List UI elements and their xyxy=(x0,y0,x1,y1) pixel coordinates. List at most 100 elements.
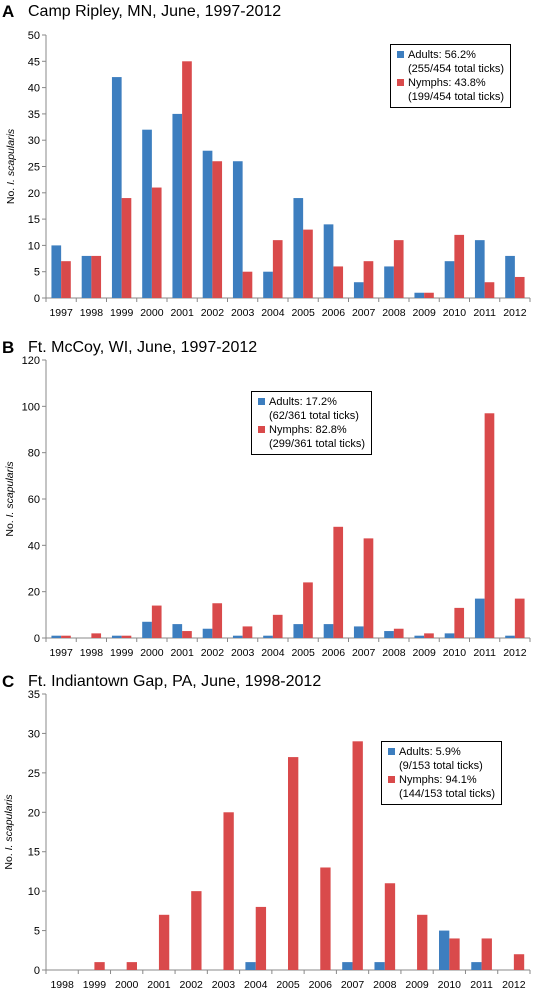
x-tick-label: 1997 xyxy=(49,307,73,319)
bar-adults xyxy=(51,245,62,298)
x-tick-label: 2009 xyxy=(405,979,429,991)
bar-adults xyxy=(263,271,273,298)
bar-nymphs xyxy=(242,271,253,298)
x-tick-label: 2005 xyxy=(291,647,315,659)
y-axis-label: No. I. scapularis xyxy=(4,461,16,537)
x-tick-label: 2001 xyxy=(170,307,194,319)
panel-b: B Ft. McCoy, WI, June, 1997-2012 0 20 40 60… xyxy=(0,330,539,662)
x-tick-label: 2006 xyxy=(322,647,346,659)
x-tick-label: 1999 xyxy=(83,979,107,991)
x-tick-label: 2011 xyxy=(473,647,496,659)
y-axis-label-prefix: No. xyxy=(3,850,15,869)
x-tick-label: 2004 xyxy=(261,647,285,659)
bar-nymphs xyxy=(393,240,404,298)
bar-nymphs xyxy=(121,635,132,638)
x-tick-label: 2006 xyxy=(309,979,333,991)
x-tick-label: 2004 xyxy=(244,979,268,991)
x-tick-label: 2012 xyxy=(502,979,526,991)
bar-nymphs xyxy=(424,292,434,298)
bar-adults xyxy=(172,113,183,299)
panel-letter: A xyxy=(2,2,15,21)
bar-adults xyxy=(342,962,353,970)
bar-nymphs xyxy=(61,261,71,298)
x-tick-label: 2010 xyxy=(443,307,467,319)
bar-adults xyxy=(202,628,213,638)
y-tick-label: 20 xyxy=(28,587,40,599)
y-tick-label: 60 xyxy=(28,494,40,506)
bar-nymphs xyxy=(484,282,495,298)
y-tick-label: 15 xyxy=(28,847,40,859)
legend-entry-nymphs: Nymphs: 43.8% (199/454 total ticks) xyxy=(397,76,504,104)
bar-nymphs xyxy=(514,598,525,638)
bar-adults xyxy=(474,240,485,298)
bar-adults xyxy=(353,282,364,298)
x-tick-label: 2009 xyxy=(412,307,436,319)
bar-adults xyxy=(414,292,425,298)
legend-entry-adults: Adults: 5.9% (9/153 total ticks) xyxy=(388,745,495,773)
y-tick-label: 10 xyxy=(28,240,40,252)
panel-letter: C xyxy=(2,672,15,691)
y-tick-label: 30 xyxy=(28,728,40,740)
bar-nymphs xyxy=(454,234,465,298)
legend: Adults: 17.2% (62/361 total ticks) Nymph… xyxy=(251,391,372,455)
bar-nymphs xyxy=(272,614,283,638)
x-tick-label: 2008 xyxy=(382,647,406,659)
bar-adults xyxy=(111,635,122,638)
bar-nymphs xyxy=(126,962,137,970)
bar-nymphs xyxy=(191,891,202,970)
bar-nymphs xyxy=(61,635,71,638)
legend-entry-adults: Adults: 17.2% (62/361 total ticks) xyxy=(258,395,365,423)
x-tick-label: 2009 xyxy=(412,647,436,659)
bar-nymphs xyxy=(272,240,283,298)
bar-adults xyxy=(505,255,515,298)
x-tick-label: 2007 xyxy=(352,647,376,659)
bar-adults xyxy=(353,626,364,638)
y-axis-label: No. I. scapularis xyxy=(5,128,17,204)
panel-c: C Ft. Indiantown Gap, PA, June, 1998-201… xyxy=(0,662,539,992)
y-tick-label: 120 xyxy=(22,355,40,367)
x-tick-label: 1998 xyxy=(80,647,104,659)
bar-nymphs xyxy=(484,413,495,638)
bar-nymphs xyxy=(242,626,253,638)
y-tick-label: 5 xyxy=(34,926,40,938)
y-tick-label: 20 xyxy=(28,188,40,200)
y-tick-label: 25 xyxy=(28,768,40,780)
legend-swatch-adults xyxy=(388,748,395,755)
y-tick-label: 50 xyxy=(28,30,40,42)
bar-adults xyxy=(172,624,183,638)
y-axis-label-species: I. scapularis xyxy=(3,794,15,851)
bar-nymphs xyxy=(513,954,525,970)
y-tick-label: 40 xyxy=(28,540,40,552)
y-tick-label: 80 xyxy=(28,448,40,460)
x-tick-label: 2002 xyxy=(201,647,225,659)
bar-nymphs xyxy=(182,61,192,298)
bar-adults xyxy=(263,635,273,638)
x-tick-label: 2001 xyxy=(170,647,194,659)
bar-adults xyxy=(323,224,334,298)
x-tick-label: 2010 xyxy=(443,647,467,659)
x-tick-label: 2001 xyxy=(147,979,171,991)
bar-adults xyxy=(142,129,152,298)
bar-adults xyxy=(374,962,385,970)
y-axis-label-prefix: No. xyxy=(5,185,17,204)
legend-label: Nymphs: 43.8% xyxy=(408,77,486,89)
bar-adults xyxy=(444,633,455,638)
bar-nymphs xyxy=(384,883,396,970)
bar-nymphs xyxy=(151,187,162,298)
x-tick-label: 2007 xyxy=(352,307,376,319)
legend-label: Adults: 5.9% xyxy=(399,746,461,758)
legend-entry-adults: Adults: 56.2% (255/454 total ticks) xyxy=(397,48,504,76)
y-tick-label: 35 xyxy=(28,689,40,701)
x-tick-label: 1997 xyxy=(49,647,73,659)
legend-swatch-nymphs xyxy=(397,79,404,86)
legend-detail: (62/361 total ticks) xyxy=(269,410,359,422)
y-tick-label: 30 xyxy=(28,135,40,147)
panel-a: A Camp Ripley, MN, June, 1997-2012 0 5 10 1… xyxy=(0,0,539,330)
bar-nymphs xyxy=(393,628,404,638)
bar-adults xyxy=(51,635,62,638)
bar-nymphs xyxy=(212,161,223,298)
x-tick-label: 2006 xyxy=(322,307,346,319)
legend-label: Adults: 56.2% xyxy=(408,49,476,61)
bar-nymphs xyxy=(417,914,428,970)
legend-detail: (199/454 total ticks) xyxy=(408,91,504,103)
